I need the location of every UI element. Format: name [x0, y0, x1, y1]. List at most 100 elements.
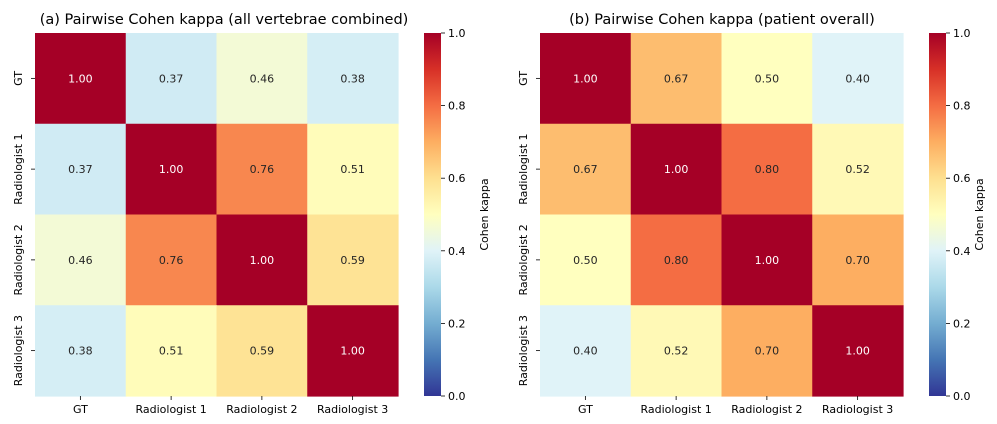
cell-value-label: 0.40: [573, 345, 598, 358]
heatmap-cell: [630, 123, 723, 216]
y-tick-label: Radiologist 3: [517, 315, 530, 386]
heatmap-cell: [540, 214, 632, 306]
heatmap-cell: [721, 305, 813, 397]
y-tick-labels-b: GT Radiologist 1 Radiologist 2 Radiologist …: [517, 71, 540, 386]
colorbar-tick-label: 0.2: [953, 317, 971, 330]
x-tick-label: Radiologist 3: [317, 403, 388, 416]
cell-value-label: 1.00: [755, 254, 780, 267]
cell-value-label: 1.00: [664, 163, 689, 176]
heatmap-cell: [630, 214, 723, 306]
x-tick-label: Radiologist 1: [640, 403, 711, 416]
cell-value-label: 0.50: [573, 254, 598, 267]
x-tick-label: Radiologist 2: [731, 403, 802, 416]
colorbar-b: [929, 33, 946, 396]
heatmap-cell: [721, 214, 813, 306]
cell-value-label: 1.00: [573, 72, 598, 85]
heatmap-cell: [721, 123, 813, 216]
cell-value-label: 1.00: [159, 163, 184, 176]
cell-value-label: 0.51: [159, 345, 184, 358]
cell-value-label: 0.76: [250, 163, 275, 176]
heatmap-cell: [812, 33, 904, 125]
cell-value-label: 0.59: [250, 345, 275, 358]
heatmap-cell: [35, 305, 127, 397]
x-tick-label: Radiologist 3: [822, 403, 893, 416]
cell-value-label: 0.59: [340, 254, 365, 267]
x-tick-label: GT: [578, 403, 593, 416]
cell-value-label: 0.80: [664, 254, 689, 267]
cell-value-label: 0.37: [159, 72, 184, 85]
cell-value-label: 0.80: [755, 163, 780, 176]
heatmap-cell: [307, 305, 399, 397]
cell-value-label: 0.52: [845, 163, 870, 176]
x-tick-label: Radiologist 2: [226, 403, 297, 416]
heatmap-cell: [540, 123, 632, 216]
y-tick-label: GT: [517, 71, 530, 86]
colorbar-tick-label: 0.4: [448, 245, 466, 258]
heatmap-cell: [216, 123, 308, 216]
heatmap-cell: [540, 33, 632, 125]
colorbar-tick-label: 0.2: [448, 317, 466, 330]
cell-value-label: 1.00: [68, 72, 93, 85]
cell-value-label: 0.37: [68, 163, 93, 176]
heatmap-cell: [125, 33, 218, 125]
heatmap-cell: [125, 123, 218, 216]
heatmap-cell: [812, 214, 904, 306]
y-tick-label: GT: [12, 71, 25, 86]
cell-value-label: 0.46: [68, 254, 93, 267]
cell-value-label: 0.67: [664, 72, 689, 85]
heatmap-cell: [307, 33, 399, 125]
heatmap-cell: [35, 123, 127, 216]
cell-value-label: 1.00: [845, 345, 870, 358]
y-tick-label: Radiologist 2: [517, 224, 530, 295]
colorbar-tick-label: 0.0: [448, 390, 466, 403]
y-tick-label: Radiologist 1: [12, 133, 25, 204]
colorbar-ticks-b: 0.0 0.2 0.4 0.6 0.8 1.0: [946, 27, 971, 403]
heatmap-cells-a: 1.00 0.37 0.46 0.38 0.37 1.00 0.76 0.51 0.46 0.76…: [35, 33, 399, 397]
x-tick-labels-b: GT Radiologist 1 Radiologist 2 Radiologist …: [578, 396, 893, 416]
y-tick-label: Radiologist 2: [12, 224, 25, 295]
heatmap-cell: [125, 214, 218, 306]
colorbar-a: [424, 33, 441, 396]
colorbar-label-a: Cohen kappa: [478, 178, 491, 250]
cell-value-label: 0.52: [664, 345, 689, 358]
colorbar-tick-label: 0.6: [448, 172, 466, 185]
colorbar-tick-label: 0.6: [953, 172, 971, 185]
x-tick-label: GT: [73, 403, 88, 416]
heatmap-panel-b: (b) Pairwise Cohen kappa (patient overal…: [517, 12, 986, 416]
cell-value-label: 0.46: [250, 72, 275, 85]
heatmap-cell: [216, 305, 308, 397]
heatmap-cell: [630, 305, 723, 397]
cell-value-label: 0.70: [845, 254, 870, 267]
cell-value-label: 1.00: [340, 345, 365, 358]
heatmap-cell: [35, 33, 127, 125]
chart-title-b: (b) Pairwise Cohen kappa (patient overal…: [569, 12, 875, 28]
x-tick-label: Radiologist 1: [135, 403, 206, 416]
heatmap-cell: [540, 305, 632, 397]
heatmap-cell: [216, 33, 308, 125]
heatmap-cells-b: 1.00 0.67 0.50 0.40 0.67 1.00 0.80 0.52 0.50 0.80…: [540, 33, 904, 397]
colorbar-tick-label: 0.0: [953, 390, 971, 403]
cell-value-label: 0.38: [68, 345, 93, 358]
cell-value-label: 0.38: [340, 72, 365, 85]
heatmap-cell: [307, 123, 399, 216]
cell-value-label: 0.51: [340, 163, 365, 176]
heatmap-cell: [125, 305, 218, 397]
heatmap-cell: [812, 305, 904, 397]
heatmap-cell: [630, 33, 723, 125]
cell-value-label: 1.00: [250, 254, 275, 267]
colorbar-label-b: Cohen kappa: [973, 178, 986, 250]
cell-value-label: 0.70: [755, 345, 780, 358]
y-tick-label: Radiologist 1: [517, 133, 530, 204]
colorbar-tick-label: 1.0: [953, 27, 971, 40]
heatmap-cell: [721, 33, 813, 125]
colorbar-ticks-a: 0.0 0.2 0.4 0.6 0.8 1.0: [441, 27, 466, 403]
colorbar-tick-label: 0.4: [953, 245, 971, 258]
cell-value-label: 0.67: [573, 163, 598, 176]
heatmap-cell: [216, 214, 308, 306]
y-tick-label: Radiologist 3: [12, 315, 25, 386]
heatmap-cell: [812, 123, 904, 216]
cell-value-label: 0.76: [159, 254, 184, 267]
y-tick-labels-a: GT Radiologist 1 Radiologist 2 Radiologist …: [12, 71, 35, 386]
heatmap-cell: [35, 214, 127, 306]
